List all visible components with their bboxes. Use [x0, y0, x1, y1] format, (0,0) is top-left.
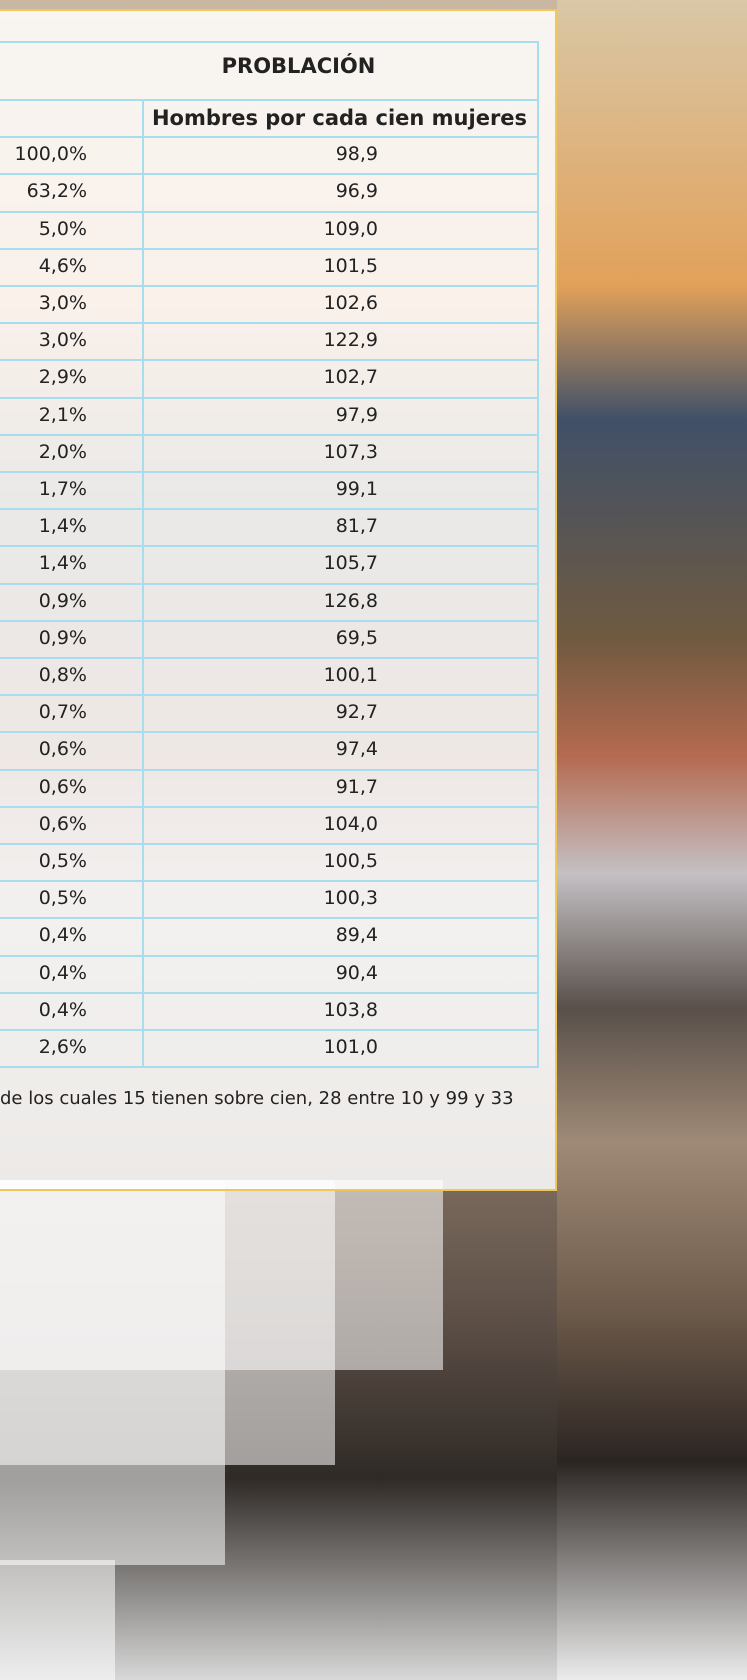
cell-percent: 0,9%: [0, 583, 87, 620]
cell-ratio: 81,7: [142, 508, 378, 545]
cell-percent: 1,4%: [0, 508, 87, 545]
cell-ratio: 99,1: [142, 471, 378, 508]
table-title: PROBLACIÓN: [0, 48, 541, 85]
cell-ratio: 91,7: [142, 769, 378, 806]
cell-percent: 0,5%: [0, 880, 87, 917]
cell-percent: 100,0%: [0, 136, 87, 173]
cell-percent: 0,6%: [0, 806, 87, 843]
cell-ratio: 96,9: [142, 173, 378, 210]
overlay-strip: [0, 1180, 443, 1370]
cell-ratio: 109,0: [142, 211, 378, 248]
page: PROBLACIÓN Hombres por cada cien mujeres…: [0, 0, 747, 1680]
overlay-strip: [0, 1560, 115, 1680]
cell-percent: 0,4%: [0, 955, 87, 992]
cell-ratio: 97,4: [142, 731, 378, 768]
cell-ratio: 100,1: [142, 657, 378, 694]
cell-percent: 0,5%: [0, 843, 87, 880]
cell-ratio: 90,4: [142, 955, 378, 992]
cell-ratio: 92,7: [142, 694, 378, 731]
cell-percent: 3,0%: [0, 285, 87, 322]
column-header: [0, 100, 142, 137]
cell-percent: 0,6%: [0, 731, 87, 768]
cell-ratio: 122,9: [142, 322, 378, 359]
cell-percent: 1,4%: [0, 545, 87, 582]
border: [0, 41, 539, 43]
cell-percent: 0,4%: [0, 917, 87, 954]
note: de los cuales 15 tienen sobre cien, 28 e…: [0, 1080, 514, 1117]
cell-percent: 2,0%: [0, 434, 87, 471]
cell-percent: 3,0%: [0, 322, 87, 359]
table: PROBLACIÓN Hombres por cada cien mujeres…: [0, 11, 541, 1071]
cell-ratio: 89,4: [142, 917, 378, 954]
border: [0, 1066, 539, 1068]
cell-percent: 0,6%: [0, 769, 87, 806]
cell-percent: 4,6%: [0, 248, 87, 285]
table-panel: PROBLACIÓN Hombres por cada cien mujeres…: [0, 9, 557, 1191]
border: [537, 41, 539, 1066]
cell-percent: 2,9%: [0, 359, 87, 396]
cell-percent: 0,4%: [0, 992, 87, 1029]
cell-ratio: 101,0: [142, 1029, 378, 1066]
cell-ratio: 104,0: [142, 806, 378, 843]
cell-ratio: 105,7: [142, 545, 378, 582]
cell-ratio: 103,8: [142, 992, 378, 1029]
cell-percent: 1,7%: [0, 471, 87, 508]
cell-percent: 0,8%: [0, 657, 87, 694]
cell-percent: 5,0%: [0, 211, 87, 248]
cell-ratio: 126,8: [142, 583, 378, 620]
cell-percent: 0,7%: [0, 694, 87, 731]
cell-ratio: 100,3: [142, 880, 378, 917]
cell-ratio: 100,5: [142, 843, 378, 880]
column-header: Hombres por cada cien mujeres: [142, 100, 537, 137]
cell-ratio: 98,9: [142, 136, 378, 173]
cell-percent: 0,9%: [0, 620, 87, 657]
photo-collage: [557, 0, 747, 1680]
cell-ratio: 102,7: [142, 359, 378, 396]
cell-ratio: 107,3: [142, 434, 378, 471]
cell-ratio: 101,5: [142, 248, 378, 285]
border: [142, 99, 144, 1066]
cell-percent: 63,2%: [0, 173, 87, 210]
cell-percent: 2,6%: [0, 1029, 87, 1066]
cell-ratio: 102,6: [142, 285, 378, 322]
cell-percent: 2,1%: [0, 397, 87, 434]
cell-ratio: 97,9: [142, 397, 378, 434]
cell-ratio: 69,5: [142, 620, 378, 657]
